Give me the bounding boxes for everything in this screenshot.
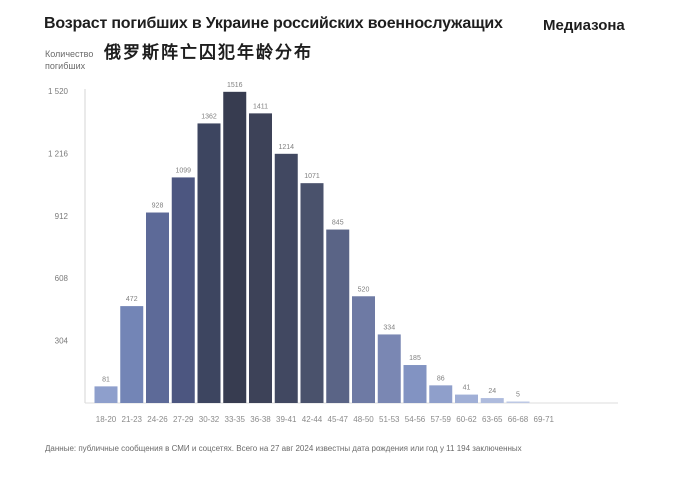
bar-value-label: 334: [383, 324, 395, 331]
x-tick-label: 27-29: [173, 415, 194, 424]
y-axis-label: Количество погибших: [45, 49, 94, 71]
x-tick-label: 54-56: [405, 415, 426, 424]
bar: [455, 394, 478, 403]
x-tick-label: 24-26: [147, 415, 168, 424]
bar: [403, 365, 427, 403]
bar: [300, 183, 324, 403]
bar-value-label: 1071: [304, 173, 320, 180]
y-tick-label: 912: [55, 212, 69, 221]
x-tick-label: 51-53: [379, 415, 400, 424]
x-tick-label: 69-71: [534, 415, 555, 424]
x-tick-label: 42-44: [302, 415, 323, 424]
y-tick-label: 304: [55, 337, 69, 346]
bar: [120, 306, 144, 403]
bar-value-label: 1411: [253, 103, 268, 110]
bar-value-label: 1362: [201, 113, 217, 120]
chart-title: Возраст погибших в Украине российских во…: [44, 15, 503, 32]
x-tick-label: 63-65: [482, 415, 503, 424]
bar: [377, 334, 401, 403]
x-tick-label: 21-23: [122, 415, 143, 424]
bar-value-label: 845: [332, 220, 344, 227]
x-tick-label: 33-35: [225, 415, 246, 424]
bar-value-label: 5: [516, 392, 520, 399]
bar: [429, 385, 453, 403]
brand-logo: Медиазона: [543, 17, 625, 34]
bar: [146, 212, 169, 403]
chart-subtitle: 俄罗斯阵亡囚犯年龄分布: [104, 43, 313, 63]
source-note: Данные: публичные сообщения в СМИ и соцс…: [45, 444, 522, 453]
bar: [480, 398, 504, 403]
bar-value-label: 86: [437, 375, 445, 382]
x-tick-label: 18-20: [96, 415, 117, 424]
bar-value-label: 520: [358, 286, 370, 293]
bar-value-label: 1214: [278, 144, 294, 151]
x-tick-label: 57-59: [431, 415, 452, 424]
bar: [352, 296, 375, 403]
bar: [326, 229, 350, 403]
x-tick-label: 39-41: [276, 415, 297, 424]
bar-value-label: 928: [152, 203, 164, 210]
bar-value-label: 472: [126, 296, 138, 303]
bar: [506, 401, 530, 403]
bar-value-label: 81: [102, 376, 110, 383]
bar: [274, 153, 298, 403]
x-tick-label: 60-62: [456, 415, 477, 424]
bar-value-label: 185: [409, 355, 421, 362]
y-tick-label: 1 520: [48, 87, 69, 96]
bar-value-label: 41: [463, 385, 471, 392]
y-tick-label: 1 216: [48, 149, 69, 158]
bar: [197, 123, 221, 403]
x-tick-label: 66-68: [508, 415, 529, 424]
bar-value-label: 1516: [227, 82, 243, 89]
bar: [94, 386, 118, 403]
y-tick-label: 608: [55, 274, 69, 283]
x-tick-label: 48-50: [353, 415, 374, 424]
bar-value-label: 1099: [175, 167, 191, 174]
bar: [223, 91, 247, 404]
x-tick-label: 45-47: [328, 415, 349, 424]
x-tick-label: 30-32: [199, 415, 220, 424]
bar: [171, 177, 195, 403]
bar: [249, 113, 272, 403]
bar-value-label: 24: [488, 388, 496, 395]
x-tick-label: 36-38: [250, 415, 271, 424]
